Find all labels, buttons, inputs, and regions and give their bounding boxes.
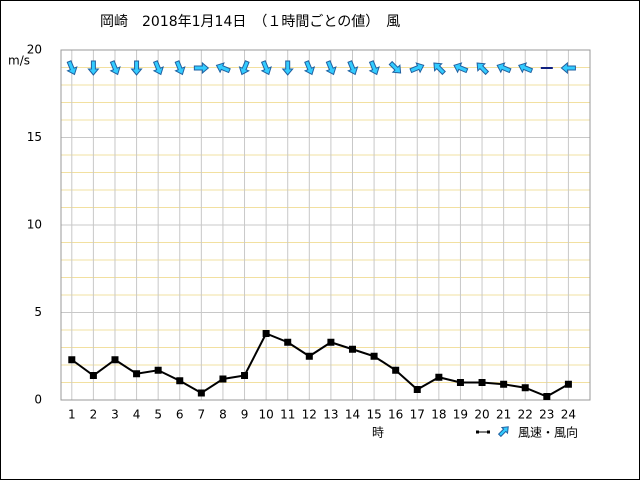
wind-arrow [560,61,576,75]
speed-point [176,377,184,385]
x-tick-label: 14 [345,408,360,422]
x-tick-label: 11 [280,408,295,422]
speed-point [521,384,529,392]
speed-point [478,379,486,386]
speed-point [392,366,400,374]
speed-point [500,380,508,388]
speed-point [111,356,119,364]
speed-point [564,380,572,388]
y-tick-label: 5 [34,305,42,319]
wind-arrow [109,60,121,76]
legend-label: 風速・風向 [518,425,578,440]
x-tick-label: 9 [241,408,249,422]
wind-arrow [368,60,380,76]
speed-point [154,366,162,374]
speed-point [241,372,249,379]
speed-point [284,338,292,346]
x-tick-label: 3 [111,408,119,422]
y-tick-label: 10 [27,218,42,232]
wind-arrow [238,60,250,76]
speed-point [262,330,270,337]
wind-arrow [66,60,78,76]
x-tick-label: 24 [561,408,576,422]
x-tick-label: 23 [539,408,554,422]
wind-arrow [215,62,231,74]
wind-arrow [496,62,512,74]
speed-point [219,375,227,383]
speed-point [197,389,205,397]
legend-arrow [497,426,509,438]
x-tick-label: 12 [302,408,317,422]
chart-title: 岡崎 2018年1月14日 （１時間ごとの値） 風 [100,14,400,30]
wind-arrow [433,62,446,76]
wind-arrow [303,60,316,76]
wind-arrow [476,62,490,76]
speed-point [89,372,97,379]
speed-line [71,332,569,398]
x-tick-label: 20 [474,408,489,422]
y-tick-label: 15 [27,130,42,144]
x-tick-label: 19 [453,408,468,422]
speed-point [543,393,551,400]
wind-arrow [130,60,143,76]
x-tick-label: 8 [219,408,227,422]
wind-arrow [193,61,210,75]
x-axis-label: 時 [372,426,384,440]
wind-arrow [174,60,186,76]
x-tick-label: 13 [323,408,338,422]
x-tick-label: 6 [176,408,184,422]
speed-point [456,379,464,386]
legend: 風速・風向 [476,425,578,440]
wind-arrow [260,60,272,76]
wind-arrow [518,62,534,74]
x-tick-label: 10 [258,408,273,422]
x-tick-label: 22 [518,408,533,422]
y-tick-label: 20 [27,43,42,57]
legend-dot [487,430,490,434]
speed-point [370,352,378,360]
speed-point [413,386,421,393]
y-unit: m/s [8,54,30,68]
wind-arrow [409,62,425,74]
wind-arrow [152,60,164,76]
speed-point [68,356,76,364]
x-tick-label: 1 [68,408,76,422]
x-tick-label: 16 [388,408,403,422]
speed-point [133,370,141,378]
wind-arrow [453,62,469,74]
x-tick-label: 21 [496,408,511,422]
speed-point [348,345,356,353]
x-tick-label: 4 [133,408,141,422]
wind-arrow [87,60,100,76]
wind-arrow [347,60,359,76]
speed-point [435,373,443,381]
x-tick-label: 18 [431,408,446,422]
y-tick-label: 0 [34,393,42,407]
wind-arrow [388,60,402,74]
wind-arrow [325,60,337,76]
speed-point [327,338,335,346]
x-tick-label: 2 [90,408,98,422]
x-tick-label: 17 [410,408,425,422]
plot-border [60,49,591,401]
legend-dot [476,430,479,434]
x-tick-label: 7 [198,408,206,422]
wind-arrow [281,60,294,76]
speed-point [305,352,313,360]
x-tick-label: 15 [366,408,381,422]
x-tick-label: 5 [154,408,162,422]
